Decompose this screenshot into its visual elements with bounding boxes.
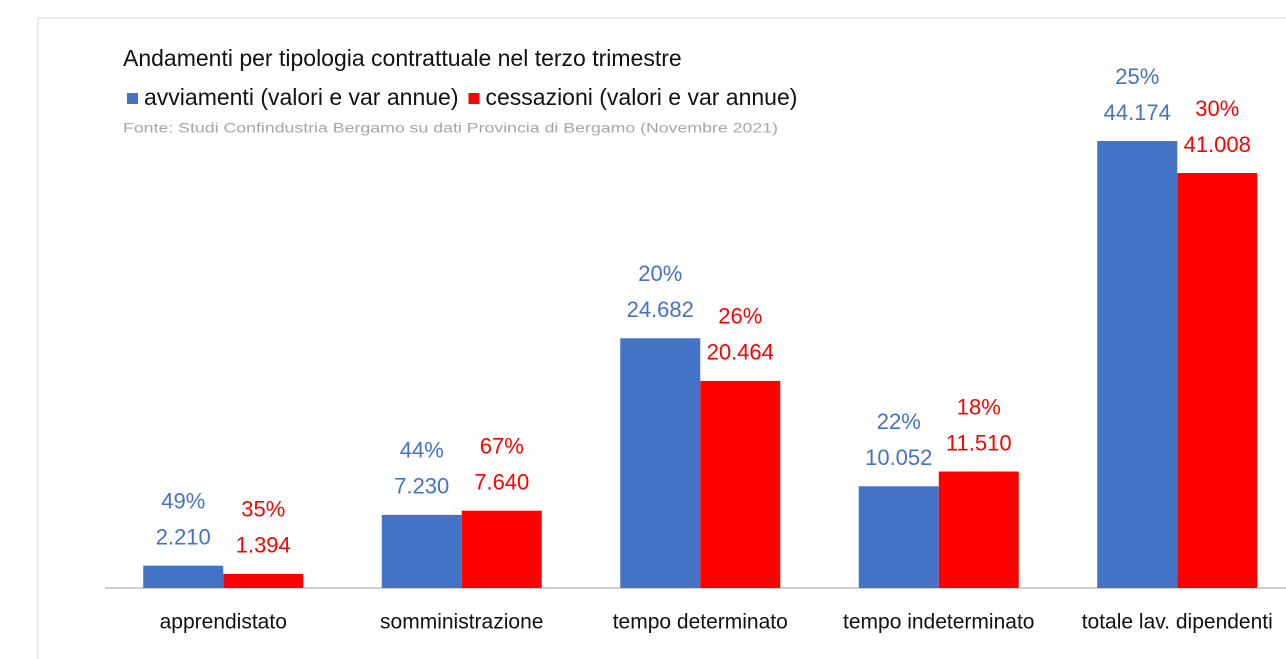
change-label: 49% xyxy=(161,488,205,513)
value-label: 7.640 xyxy=(474,470,529,495)
value-label: 20.464 xyxy=(707,340,774,365)
bar xyxy=(223,573,304,588)
x-tick-label: tempo determinato xyxy=(613,611,788,634)
change-label: 25% xyxy=(1115,64,1159,89)
bar xyxy=(938,471,1019,588)
bar xyxy=(858,486,939,588)
legend-swatch xyxy=(127,93,138,104)
value-label: 10.052 xyxy=(865,445,932,470)
change-label: 44% xyxy=(400,438,444,463)
chart-source: Fonte: Studi Confindustria Bergamo su da… xyxy=(123,120,778,136)
value-label: 1.394 xyxy=(236,533,291,558)
x-tick-label: somministrazione xyxy=(380,611,543,634)
change-label: 22% xyxy=(877,409,921,434)
change-label: 18% xyxy=(957,394,1001,419)
x-tick-label: totale lav. dipendenti xyxy=(1082,611,1273,634)
value-label: 2.210 xyxy=(156,524,211,549)
bar xyxy=(1177,173,1258,588)
bar xyxy=(143,565,224,588)
change-label: 35% xyxy=(241,497,285,522)
change-label: 26% xyxy=(718,304,762,329)
value-label: 11.510 xyxy=(946,430,1012,455)
value-label: 24.682 xyxy=(627,297,694,322)
legend-swatch xyxy=(468,93,480,104)
bar xyxy=(700,380,781,588)
value-label: 41.008 xyxy=(1184,132,1251,157)
legend-label: cessazioni (valori e var annue) xyxy=(485,84,797,110)
legend-label: avviamenti (valori e var annue) xyxy=(144,84,458,110)
bar xyxy=(1097,141,1178,588)
bar xyxy=(381,514,462,588)
x-tick-label: tempo indeterminato xyxy=(843,611,1034,634)
change-label: 20% xyxy=(638,261,682,286)
bar xyxy=(620,338,701,588)
change-label: 67% xyxy=(480,434,524,459)
x-tick-label: apprendistato xyxy=(160,611,287,634)
change-label: 30% xyxy=(1195,96,1239,121)
chart-title: Andamenti per tipologia contrattuale nel… xyxy=(123,45,682,71)
value-label: 7.230 xyxy=(394,474,449,499)
bar xyxy=(461,510,542,588)
value-label: 44.174 xyxy=(1104,100,1171,125)
